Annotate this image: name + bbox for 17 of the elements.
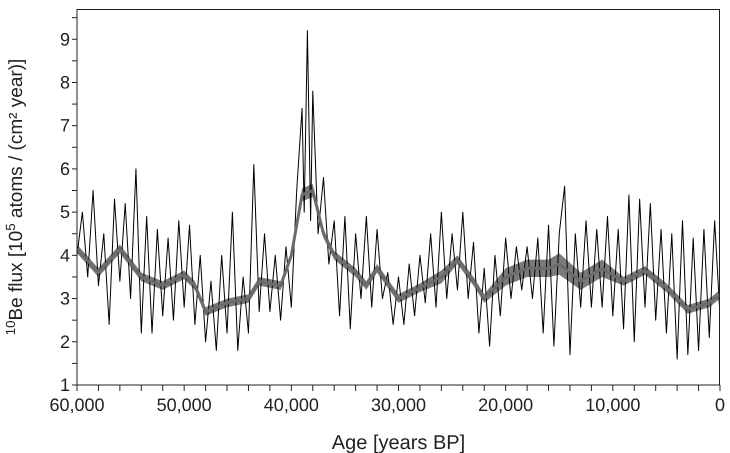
x-tick-label: 30,000 — [370, 395, 426, 415]
y-tick-label: 2 — [60, 332, 70, 352]
y-tick-label: 6 — [60, 158, 70, 179]
y-tick-label: 9 — [60, 29, 70, 50]
y-tick-label: 3 — [60, 288, 70, 309]
x-tick-label: 60,000 — [49, 395, 105, 415]
y-tick-label: 5 — [60, 202, 70, 222]
y-tick-label: 4 — [60, 245, 70, 266]
x-tick-label: 0 — [714, 395, 726, 415]
x-tick-label: 20,000 — [478, 395, 534, 415]
y-tick-label: 7 — [60, 116, 70, 136]
x-tick-label: 50,000 — [156, 395, 212, 415]
y-tick-label: 8 — [60, 72, 70, 92]
y-tick-label: 1 — [60, 375, 70, 395]
x-tick-label: 10,000 — [585, 395, 640, 415]
x-axis-title: Age [years BP] — [332, 432, 466, 453]
x-tick-label: 40,000 — [264, 395, 319, 415]
